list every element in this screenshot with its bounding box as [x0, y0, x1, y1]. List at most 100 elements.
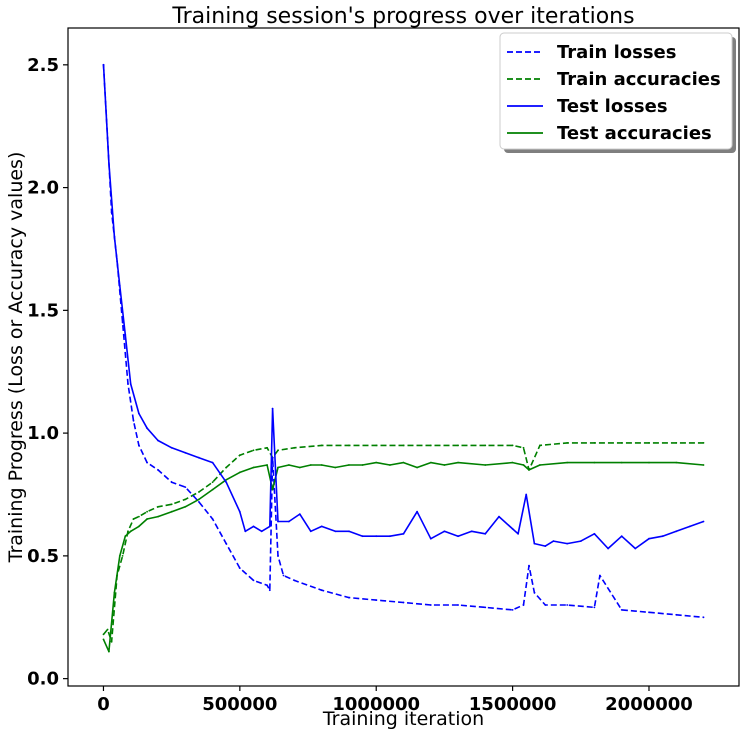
data-point-train-losses: [484, 606, 487, 609]
data-point-test-accuracies: [566, 461, 569, 464]
x-tick-label: 500000: [202, 694, 277, 715]
data-point-test-losses: [118, 284, 121, 287]
data-point-test-accuracies: [402, 461, 405, 464]
data-point-train-accuracies: [106, 628, 109, 631]
data-point-test-accuracies: [675, 461, 678, 464]
data-point-test-losses: [402, 532, 405, 535]
legend-label-test-accuracies: Test accuracies: [557, 123, 712, 144]
data-point-test-losses: [511, 528, 514, 530]
data-point-train-accuracies: [648, 442, 650, 444]
data-point-test-losses: [607, 547, 609, 550]
data-point-test-accuracies: [457, 461, 459, 464]
x-tick-label: 1000000: [332, 694, 420, 715]
series-line-train-accuracies: [102, 442, 704, 643]
data-point-train-losses: [266, 584, 268, 587]
x-axis-label: Training iteration: [322, 708, 484, 730]
data-point-test-accuracies: [702, 464, 705, 466]
data-point-test-losses: [268, 525, 271, 528]
data-point-train-losses: [599, 574, 601, 577]
data-point-test-accuracies: [361, 464, 364, 466]
data-point-test-losses: [225, 481, 228, 484]
data-point-test-losses: [566, 542, 569, 545]
x-tick-label: 1500000: [469, 694, 557, 715]
data-point-test-losses: [184, 451, 187, 454]
data-point-train-losses: [457, 604, 459, 606]
data-point-train-accuracies: [320, 444, 323, 447]
data-point-train-losses: [127, 383, 129, 385]
data-point-test-losses: [443, 530, 446, 533]
data-point-test-losses: [634, 547, 637, 550]
data-point-test-losses: [102, 63, 105, 66]
data-point-test-accuracies: [102, 638, 105, 641]
data-point-test-accuracies: [334, 466, 337, 469]
x-axis: 0 500000 1000000 1500000 2000000: [97, 686, 693, 715]
data-point-train-accuracies: [198, 491, 200, 493]
data-point-test-accuracies: [118, 555, 121, 557]
data-point-train-accuracies: [266, 446, 268, 449]
data-point-train-accuracies: [157, 505, 159, 508]
data-point-train-accuracies: [522, 446, 525, 449]
data-point-train-accuracies: [593, 442, 596, 444]
data-point-train-losses: [528, 564, 530, 567]
data-point-test-losses: [334, 530, 337, 533]
data-point-train-accuracies: [293, 446, 296, 449]
y-tick-label: 2.0: [27, 178, 59, 199]
data-point-train-losses: [593, 606, 596, 609]
data-point-train-losses: [184, 486, 187, 488]
data-point-train-accuracies: [702, 442, 705, 444]
legend-label-train-losses: Train losses: [557, 42, 676, 63]
data-point-test-accuracies: [539, 464, 541, 466]
data-point-train-losses: [511, 609, 514, 611]
data-point-test-losses: [309, 530, 312, 533]
data-point-test-accuracies: [108, 650, 110, 653]
data-point-test-accuracies: [124, 535, 127, 538]
data-point-train-accuracies: [238, 454, 241, 457]
data-point-train-losses: [566, 604, 569, 606]
data-point-train-accuracies: [620, 442, 623, 444]
data-point-train-accuracies: [132, 518, 135, 520]
data-point-test-losses: [146, 427, 149, 430]
data-point-test-losses: [198, 456, 200, 459]
data-point-test-losses: [271, 407, 274, 410]
legend-items: Train losses Train accuracies Test losses T…: [507, 42, 721, 144]
data-point-test-losses: [375, 535, 378, 538]
data-point-test-losses: [498, 515, 500, 518]
data-point-train-losses: [282, 574, 285, 577]
data-point-train-losses: [225, 542, 228, 545]
data-point-test-losses: [457, 535, 459, 538]
plot-area: [67, 27, 740, 687]
data-point-test-losses: [298, 513, 301, 515]
data-point-test-losses: [320, 525, 323, 528]
data-point-test-losses: [361, 535, 364, 538]
data-point-train-losses: [522, 604, 525, 606]
data-point-test-losses: [113, 235, 116, 238]
data-point-test-accuracies: [113, 591, 116, 594]
data-point-test-losses: [348, 530, 350, 533]
data-point-test-accuracies: [484, 464, 487, 466]
data-point-train-accuracies: [170, 503, 173, 506]
data-point-train-losses: [146, 461, 149, 464]
legend: Train losses Train accuracies Test losses T…: [499, 32, 736, 153]
data-point-test-accuracies: [271, 488, 274, 491]
data-point-test-losses: [620, 535, 623, 538]
data-point-test-losses: [238, 510, 241, 513]
data-point-train-losses: [252, 579, 255, 582]
data-point-test-accuracies: [129, 530, 132, 533]
x-tick-label: 0: [97, 694, 110, 715]
data-point-train-accuracies: [277, 449, 279, 452]
data-point-test-accuracies: [389, 464, 391, 466]
data-point-train-accuracies: [348, 444, 350, 447]
data-point-train-accuracies: [252, 449, 255, 452]
data-point-test-losses: [277, 520, 279, 523]
data-point-train-accuracies: [375, 444, 378, 447]
data-point-test-losses: [252, 525, 255, 528]
data-point-train-accuracies: [675, 442, 678, 444]
data-point-test-losses: [138, 412, 140, 415]
data-point-test-accuracies: [170, 510, 173, 513]
data-point-test-accuracies: [157, 515, 159, 518]
data-point-train-accuracies: [138, 515, 140, 518]
data-point-train-accuracies: [511, 444, 514, 447]
data-point-test-losses: [661, 535, 664, 538]
data-point-test-accuracies: [211, 488, 214, 491]
data-point-train-losses: [138, 444, 140, 447]
